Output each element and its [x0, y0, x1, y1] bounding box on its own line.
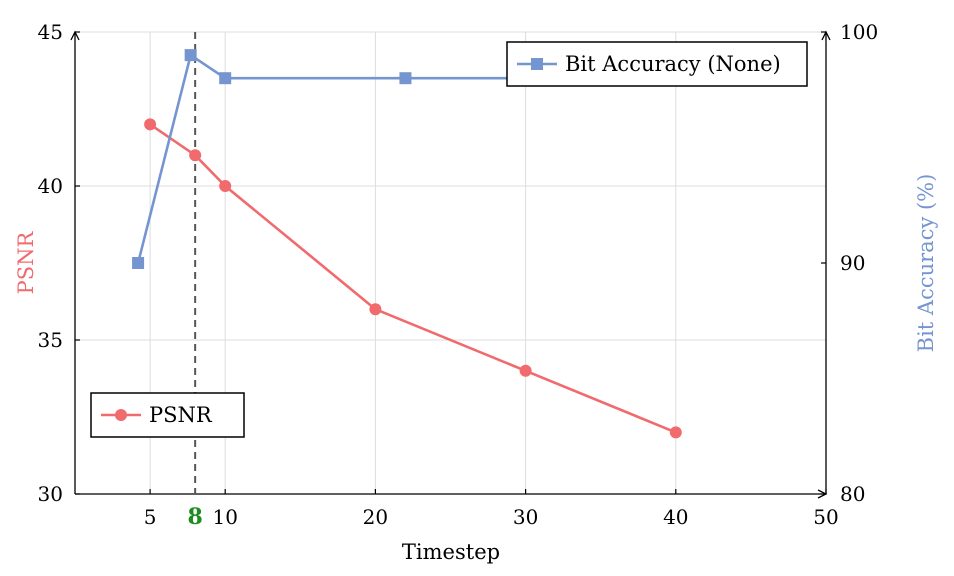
legend-psnr-label: PSNR: [149, 403, 213, 427]
axes: 5 10 20 30 40 50 8 30 35 40 45 80 90 100: [38, 20, 879, 530]
axis-labels: Timestep PSNR Bit Accuracy (%): [14, 174, 938, 564]
legend-psnr: PSNR: [90, 392, 245, 438]
y-right-tick-label: 90: [840, 251, 865, 275]
highlight-x-label: 8: [188, 504, 203, 530]
psnr-point: [669, 426, 682, 439]
y-left-tick-label: 40: [38, 174, 63, 198]
legend-bit-accuracy-square-icon: [531, 58, 543, 70]
bit-accuracy-point: [184, 49, 197, 62]
legend-bit-accuracy: Bit Accuracy (None): [506, 41, 808, 87]
y-right-tick-label: 100: [840, 20, 878, 44]
psnr-point: [519, 364, 532, 377]
psnr-point: [189, 149, 202, 162]
psnr-point: [369, 303, 382, 316]
legend-bit-accuracy-label: Bit Accuracy (None): [565, 52, 781, 76]
x-tick-label: 20: [363, 505, 388, 529]
series: [132, 32, 682, 494]
y-axis-left-title: PSNR: [14, 230, 38, 294]
series-line-psnr: [149, 123, 677, 434]
bit-accuracy-point: [219, 72, 232, 85]
legends: Bit Accuracy (None) PSNR: [90, 41, 808, 438]
bit-accuracy-point: [399, 72, 412, 85]
y-right-tick-label: 80: [840, 482, 865, 506]
x-tick-label: 30: [513, 505, 538, 529]
legend-psnr-circle-icon: [115, 409, 127, 421]
y-left-tick-label: 45: [38, 20, 63, 44]
y-left-tick-label: 30: [38, 482, 63, 506]
x-tick-label: 10: [212, 505, 237, 529]
x-tick-label: 40: [663, 505, 688, 529]
y-axis-right-title: Bit Accuracy (%): [914, 174, 938, 353]
x-tick-label: 50: [813, 505, 838, 529]
psnr-point: [144, 118, 157, 131]
bit-accuracy-point: [132, 257, 145, 269]
x-axis-title: Timestep: [402, 540, 500, 564]
y-left-tick-label: 35: [38, 328, 63, 352]
psnr-point: [219, 180, 232, 192]
x-tick-label: 5: [144, 505, 157, 529]
